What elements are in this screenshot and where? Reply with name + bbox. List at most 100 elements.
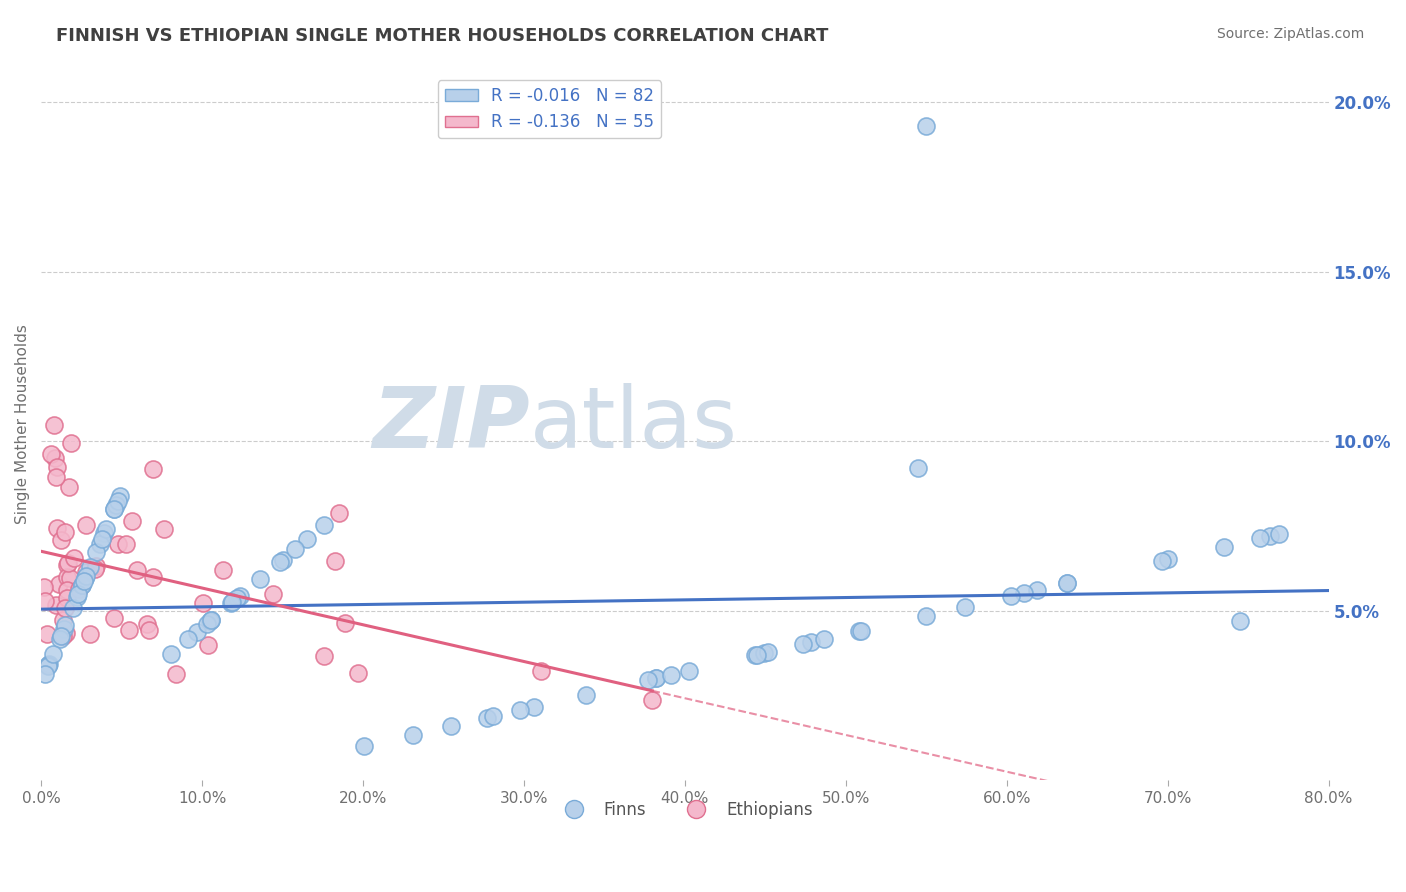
Point [37,627,59,641]
Point [45,521,67,535]
Point [67,587,90,601]
Point [229,589,252,603]
Point [53,525,76,540]
Point [125,563,148,577]
Point [637,673,659,688]
Text: ZIP: ZIP [373,383,530,466]
Point [53,600,76,615]
Point [39,447,62,461]
Point [70,578,93,592]
Point [142,461,165,475]
Point [75,571,97,585]
Point [186,624,208,639]
Point [42,417,65,432]
Point [135,617,157,632]
Point [79,627,101,641]
Point [271,552,294,566]
Point [108,489,131,503]
Point [325,554,347,568]
Point [103,502,125,516]
Point [198,614,221,628]
Point [79,559,101,574]
Point [34,593,56,607]
Point [84,559,107,574]
Point [38,657,60,672]
Point [114,537,136,551]
Point [211,563,233,577]
Point [284,542,307,557]
Point [269,555,291,569]
Point [48,632,70,646]
Point [262,587,284,601]
Point [75,569,97,583]
Point [138,623,160,637]
Point [107,494,129,508]
Point [73,574,96,588]
Point [1012,586,1035,600]
Point [118,623,141,637]
Point [200,613,222,627]
Point [49,533,72,548]
Point [197,639,219,653]
Point [249,572,271,586]
Point [165,666,187,681]
Point [659,668,682,682]
Point [90,532,112,546]
Point [56,556,79,570]
Point [160,647,183,661]
Point [58,480,80,494]
Point [75,517,97,532]
Point [402,728,425,742]
Point [482,709,505,723]
Point [84,545,107,559]
Point [225,591,247,606]
Point [328,507,350,521]
Point [792,637,814,651]
Point [353,739,375,753]
Point [645,671,668,685]
Point [121,514,143,528]
Point [63,551,86,566]
Point [477,710,499,724]
Point [62,600,84,615]
Point [224,593,246,607]
Text: Source: ZipAtlas.com: Source: ZipAtlas.com [1216,27,1364,41]
Point [37,659,59,673]
Point [70,578,93,592]
Point [191,596,214,610]
Point [1000,589,1022,603]
Point [93,526,115,541]
Point [52,613,75,627]
Point [756,645,779,659]
Point [94,522,117,536]
Point [1229,614,1251,628]
Point [56,582,79,597]
Point [32,580,55,594]
Text: FINNISH VS ETHIOPIAN SINGLE MOTHER HOUSEHOLDS CORRELATION CHART: FINNISH VS ETHIOPIAN SINGLE MOTHER HOUSE… [56,27,828,45]
Point [45,599,67,613]
Point [745,648,768,662]
Text: atlas: atlas [530,383,738,466]
Point [67,582,90,596]
Point [1056,576,1078,591]
Point [1268,526,1291,541]
Point [55,618,77,632]
Point [907,461,929,475]
Point [1249,531,1271,545]
Point [52,629,75,643]
Point [44,450,66,465]
Point [177,632,200,647]
Point [103,611,125,625]
Y-axis label: Single Mother Households: Single Mother Households [15,325,30,524]
Point [439,719,461,733]
Point [103,502,125,516]
Point [56,558,79,572]
Point [641,692,664,706]
Point [752,646,775,660]
Point [914,608,936,623]
Point [678,664,700,678]
Point [1025,583,1047,598]
Point [37,658,59,673]
Point [645,672,668,686]
Point [59,571,82,585]
